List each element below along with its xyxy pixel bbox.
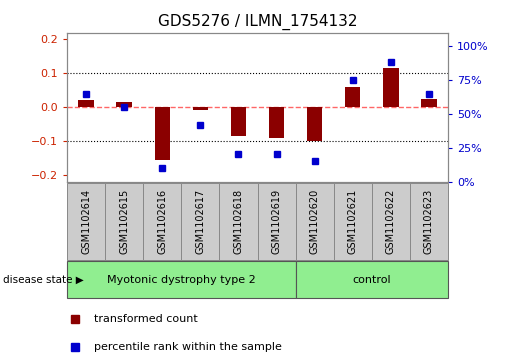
Bar (181, 183, 219, 260)
Bar (154, 107, 170, 159)
Text: GSM1102620: GSM1102620 (310, 189, 320, 254)
Text: Myotonic dystrophy type 2: Myotonic dystrophy type 2 (107, 274, 255, 285)
Text: GSM1102615: GSM1102615 (119, 189, 129, 254)
Title: GDS5276 / ILMN_1754132: GDS5276 / ILMN_1754132 (158, 14, 357, 30)
Bar (334, 183, 372, 260)
Text: transformed count: transformed count (94, 314, 197, 323)
Bar (410, 183, 448, 260)
Bar (421, 99, 437, 107)
Text: GSM1102623: GSM1102623 (424, 189, 434, 254)
Text: GSM1102614: GSM1102614 (81, 189, 91, 254)
Text: GSM1102618: GSM1102618 (233, 189, 244, 254)
Text: disease state ▶: disease state ▶ (3, 274, 83, 285)
Bar (219, 183, 258, 260)
Text: GSM1102617: GSM1102617 (195, 189, 205, 254)
Bar (231, 107, 246, 136)
Bar (307, 107, 322, 141)
Bar (296, 183, 334, 260)
Bar (383, 68, 399, 107)
Bar (193, 107, 208, 110)
Bar (345, 87, 360, 107)
Bar (296, 261, 448, 298)
Bar (78, 100, 94, 107)
Bar (116, 102, 132, 107)
Text: control: control (352, 274, 391, 285)
Bar (258, 183, 296, 260)
Bar (67, 183, 105, 260)
Bar (372, 183, 410, 260)
Bar (143, 183, 181, 260)
Text: percentile rank within the sample: percentile rank within the sample (94, 342, 282, 352)
Bar (67, 261, 296, 298)
Text: GSM1102621: GSM1102621 (348, 189, 358, 254)
Text: GSM1102619: GSM1102619 (271, 189, 282, 254)
Text: GSM1102616: GSM1102616 (157, 189, 167, 254)
Bar (269, 107, 284, 138)
Bar (105, 183, 143, 260)
Text: GSM1102622: GSM1102622 (386, 189, 396, 254)
